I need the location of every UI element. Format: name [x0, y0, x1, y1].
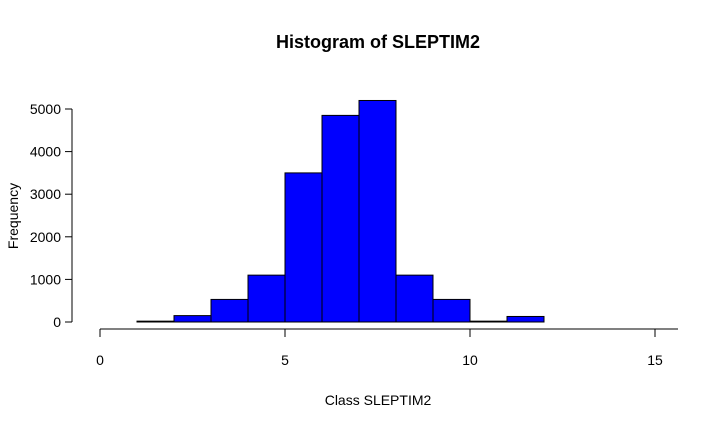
histogram-bar: [506, 315, 545, 323]
histogram-bar: [321, 114, 360, 323]
y-axis-label: Frequency: [5, 183, 21, 249]
y-tick-label: 1000: [30, 271, 61, 287]
x-axis-ticks: 0 5 10 15: [96, 329, 663, 368]
histogram-bar: [284, 172, 323, 323]
histogram-bar: [469, 320, 508, 323]
y-tick-label: 0: [53, 314, 61, 330]
y-tick-label: 4000: [30, 144, 61, 160]
chart-title: Histogram of SLEPTIM2: [276, 32, 480, 52]
histogram-bar: [395, 274, 434, 323]
x-tick-label: 15: [647, 352, 663, 368]
bars-group: [136, 99, 545, 323]
x-tick-label: 5: [281, 352, 289, 368]
histogram-bar: [432, 298, 471, 323]
x-tick-label: 10: [462, 352, 478, 368]
histogram-bar: [210, 298, 249, 323]
x-axis-label: Class SLEPTIM2: [325, 392, 432, 408]
x-tick-label: 0: [96, 352, 104, 368]
y-tick-label: 3000: [30, 186, 61, 202]
histogram-bar: [136, 320, 175, 323]
y-axis-ticks: 0 1000 2000 3000 4000 5000: [30, 101, 72, 330]
histogram-bar: [247, 274, 286, 323]
y-tick-label: 5000: [30, 101, 61, 117]
histogram-bar: [173, 315, 212, 323]
histogram-bar: [358, 99, 397, 323]
y-tick-label: 2000: [30, 229, 61, 245]
